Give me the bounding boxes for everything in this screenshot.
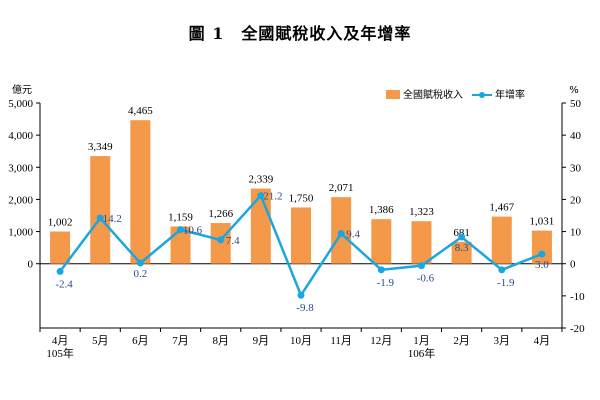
chart-title: 圖 1 全國賦稅收入及年增率 xyxy=(188,24,412,43)
growth-rate-point xyxy=(458,233,466,241)
x-category-label: 3月 xyxy=(494,335,511,347)
bar-value-label: 1,750 xyxy=(289,192,314,204)
growth-rate-point xyxy=(177,226,185,234)
x-category-label: 4月 xyxy=(52,335,69,347)
bar-value-label: 1,159 xyxy=(168,211,193,223)
bar-value-label: 1,323 xyxy=(409,206,434,218)
bar-value-label: 1,002 xyxy=(48,217,73,229)
growth-rate-label: 7.4 xyxy=(226,235,240,247)
left-tick-label: 5,000 xyxy=(8,98,33,110)
right-axis-unit: % xyxy=(569,85,579,96)
growth-rate-point xyxy=(377,266,385,274)
x-category-label: 4月 xyxy=(534,335,551,347)
bar xyxy=(491,216,512,264)
bar xyxy=(371,219,392,264)
legend-bar-label: 全國賦稅收入 xyxy=(403,88,463,101)
right-tick-label: -10 xyxy=(570,291,585,303)
bar xyxy=(90,156,111,264)
right-tick-label: 20 xyxy=(570,194,582,206)
growth-rate-label: -9.8 xyxy=(296,302,314,314)
left-tick-label: 2,000 xyxy=(8,194,33,206)
x-category-sublabel: 106年 xyxy=(408,346,436,360)
growth-rate-point xyxy=(538,250,546,258)
bar-value-label: 2,071 xyxy=(329,182,354,194)
growth-rate-label: 0.2 xyxy=(134,268,148,280)
growth-rate-label: 9.4 xyxy=(346,229,360,241)
bar-value-label: 1,386 xyxy=(369,204,394,216)
bar-value-label: 1,266 xyxy=(208,208,233,220)
legend-line-label: 年增率 xyxy=(495,88,525,101)
right-tick-label: 50 xyxy=(570,98,582,110)
x-category-label: 5月 xyxy=(92,335,109,347)
left-tick-label: 3,000 xyxy=(8,162,33,174)
growth-rate-label: 8.3 xyxy=(455,242,469,254)
x-category-label: 7月 xyxy=(172,335,189,347)
right-tick-label: 10 xyxy=(570,227,582,239)
bar-value-label: 1,467 xyxy=(489,202,514,214)
growth-rate-point xyxy=(217,236,225,244)
bar-value-label: 681 xyxy=(453,227,470,239)
growth-rate-label: -0.6 xyxy=(417,273,435,285)
growth-rate-point xyxy=(136,259,144,267)
x-category-label: 8月 xyxy=(212,335,229,347)
bar-value-label: 4,465 xyxy=(128,105,153,117)
left-axis-unit: 億元 xyxy=(12,83,32,96)
left-tick-label: 4,000 xyxy=(8,130,33,142)
x-category-sublabel: 105年 xyxy=(46,346,74,360)
growth-rate-point xyxy=(337,230,345,237)
right-tick-label: 30 xyxy=(570,162,582,174)
bar xyxy=(50,231,71,264)
growth-rate-point xyxy=(96,214,104,222)
growth-rate-label: -2.4 xyxy=(55,278,73,290)
growth-rate-label: 14.2 xyxy=(103,213,122,225)
growth-rate-label: 21.2 xyxy=(263,191,282,203)
growth-rate-label: -1.9 xyxy=(497,277,515,289)
bar xyxy=(291,207,311,264)
bar-value-label: 2,339 xyxy=(248,174,273,186)
bar-value-label: 1,031 xyxy=(530,216,555,228)
bar xyxy=(411,221,432,264)
growth-rate-point xyxy=(56,267,64,275)
x-category-label: 10月 xyxy=(290,335,312,347)
growth-rate-point xyxy=(417,262,425,270)
growth-rate-point xyxy=(257,192,265,200)
growth-rate-point xyxy=(297,291,305,299)
legend-bar-swatch xyxy=(386,90,400,99)
left-tick-label: 1,000 xyxy=(8,227,33,239)
bar xyxy=(170,226,191,264)
growth-rate-point xyxy=(498,266,506,274)
growth-rate-label: 3.0 xyxy=(535,259,549,271)
x-category-label: 6月 xyxy=(132,335,149,347)
x-category-label: 9月 xyxy=(253,335,270,347)
right-tick-label: 0 xyxy=(570,259,576,271)
x-category-label: 12月 xyxy=(370,335,392,347)
right-tick-label: -20 xyxy=(570,323,585,335)
growth-rate-label: -1.9 xyxy=(377,277,395,289)
left-tick-label: 0 xyxy=(28,259,34,271)
bar xyxy=(451,241,472,264)
growth-rate-label: 10.6 xyxy=(183,225,203,237)
bar xyxy=(130,120,151,264)
legend-line-marker xyxy=(479,92,485,98)
x-category-label: 11月 xyxy=(330,335,352,347)
bar-value-label: 3,349 xyxy=(88,141,113,153)
x-category-label: 2月 xyxy=(453,335,470,347)
x-category-label: 1月 xyxy=(413,335,430,347)
right-tick-label: 40 xyxy=(570,130,582,142)
